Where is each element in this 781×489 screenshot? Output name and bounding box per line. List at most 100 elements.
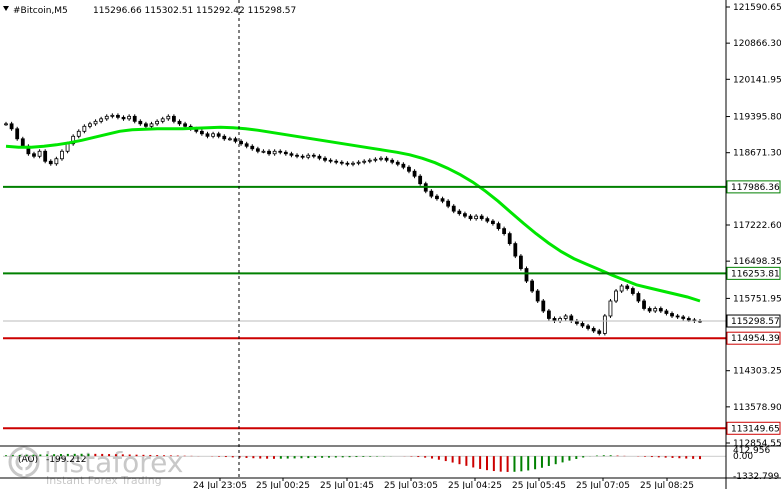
candle-body <box>446 200 451 207</box>
level-tag-label: 113149.65 <box>731 424 780 434</box>
candle-body <box>563 315 568 319</box>
candle-body <box>37 150 42 157</box>
candle-body <box>407 166 411 172</box>
chart-header: #Bitcoin,M5 115296.66 115302.51 115292.4… <box>3 6 296 16</box>
x-tick-label: 25 Jul 03:05 <box>384 481 438 489</box>
candle-body <box>144 123 148 127</box>
candle-body <box>82 125 87 132</box>
ao-tick-label: 0.00 <box>733 452 753 462</box>
candle-body <box>457 210 462 215</box>
y-tick-label: 115751.95 <box>733 294 781 304</box>
candle-body <box>686 318 691 321</box>
candle-body <box>48 160 53 165</box>
candle-body <box>32 153 36 157</box>
candle-body <box>295 154 299 157</box>
candle-body <box>642 300 646 309</box>
candle-body <box>323 157 327 161</box>
candle-body <box>233 138 238 142</box>
level-tag-label: 117986.36 <box>731 183 780 193</box>
candle-body <box>496 223 501 230</box>
candle-body <box>390 159 395 163</box>
candle-body <box>653 308 658 312</box>
candle-body <box>580 323 585 327</box>
candle-body <box>272 150 277 155</box>
candle-body <box>591 328 596 332</box>
x-tick-label: 25 Jul 01:45 <box>320 481 374 489</box>
candle-body <box>278 150 283 153</box>
y-tick-label: 118671.30 <box>733 149 781 159</box>
candle-body <box>479 215 484 220</box>
candle-body <box>211 133 215 137</box>
candle-body <box>93 120 98 125</box>
candle-body <box>630 288 635 294</box>
candle-body <box>513 243 518 257</box>
candle-body <box>222 135 227 140</box>
candle-body <box>440 198 445 202</box>
candle-body <box>658 308 663 312</box>
y-tick-label: 113578.90 <box>733 403 781 413</box>
candle-body <box>597 330 602 334</box>
candle-body <box>172 115 176 122</box>
candle-body <box>255 148 260 152</box>
candle-body <box>205 133 210 137</box>
candle-body <box>435 195 439 200</box>
current-price-tag <box>726 314 781 328</box>
candle-body <box>306 154 311 158</box>
x-tick-label: 25 Jul 07:05 <box>576 481 630 489</box>
level-tag-label: 114954.39 <box>731 334 780 344</box>
candle-body <box>244 143 249 147</box>
candle-body <box>65 143 70 152</box>
candle-body <box>138 120 143 125</box>
candle-body <box>339 161 344 164</box>
candle-body <box>166 115 171 120</box>
candle-body <box>524 268 529 282</box>
ao-plot: (AO) -199.212 <box>3 453 726 472</box>
candle-body <box>149 123 154 127</box>
candle-body <box>373 158 378 161</box>
candle-body <box>541 300 546 312</box>
candle-body <box>625 285 630 289</box>
candle-body <box>127 115 132 120</box>
candle-body <box>602 315 607 334</box>
instaforex-logo-icon <box>8 446 40 478</box>
candle-body <box>519 255 523 269</box>
candle-body <box>636 293 641 302</box>
candle-body <box>384 157 389 161</box>
candle-body <box>216 133 221 137</box>
x-tick-label: 25 Jul 05:45 <box>512 481 566 489</box>
x-tick-label: 24 Jul 23:05 <box>193 481 247 489</box>
candle-body <box>289 153 294 156</box>
watermark: instaforex Instant Forex Trading <box>8 446 183 487</box>
candle-body <box>345 162 350 165</box>
x-tick-label: 25 Jul 08:25 <box>640 481 694 489</box>
candle-body <box>160 118 165 122</box>
candle-body <box>468 215 473 220</box>
candle-body <box>463 213 467 217</box>
candle-body <box>474 215 479 220</box>
candle-body <box>401 163 406 168</box>
candle-body <box>569 315 574 322</box>
candle-body <box>451 205 456 212</box>
level-tag <box>726 421 781 435</box>
candle-body <box>535 290 540 302</box>
y-tick-label: 120141.95 <box>733 75 781 85</box>
candle-body <box>328 159 333 162</box>
candle-body <box>670 313 674 317</box>
watermark-tagline: Instant Forex Trading <box>46 474 162 487</box>
candle-body <box>54 158 59 165</box>
candle-body <box>267 150 271 155</box>
x-tick-label: 25 Jul 04:25 <box>448 481 502 489</box>
candle-body <box>88 123 92 127</box>
candle-body <box>418 175 423 185</box>
candle-body <box>379 157 383 160</box>
y-tick-label: 117222.60 <box>733 221 781 231</box>
candle-body <box>491 220 495 225</box>
candle-body <box>250 145 255 150</box>
candle-body <box>104 115 109 120</box>
candle-body <box>334 160 339 163</box>
candle-body <box>362 160 367 163</box>
candle-body <box>227 138 232 141</box>
ao-tick-label: 412.956 <box>733 446 770 456</box>
